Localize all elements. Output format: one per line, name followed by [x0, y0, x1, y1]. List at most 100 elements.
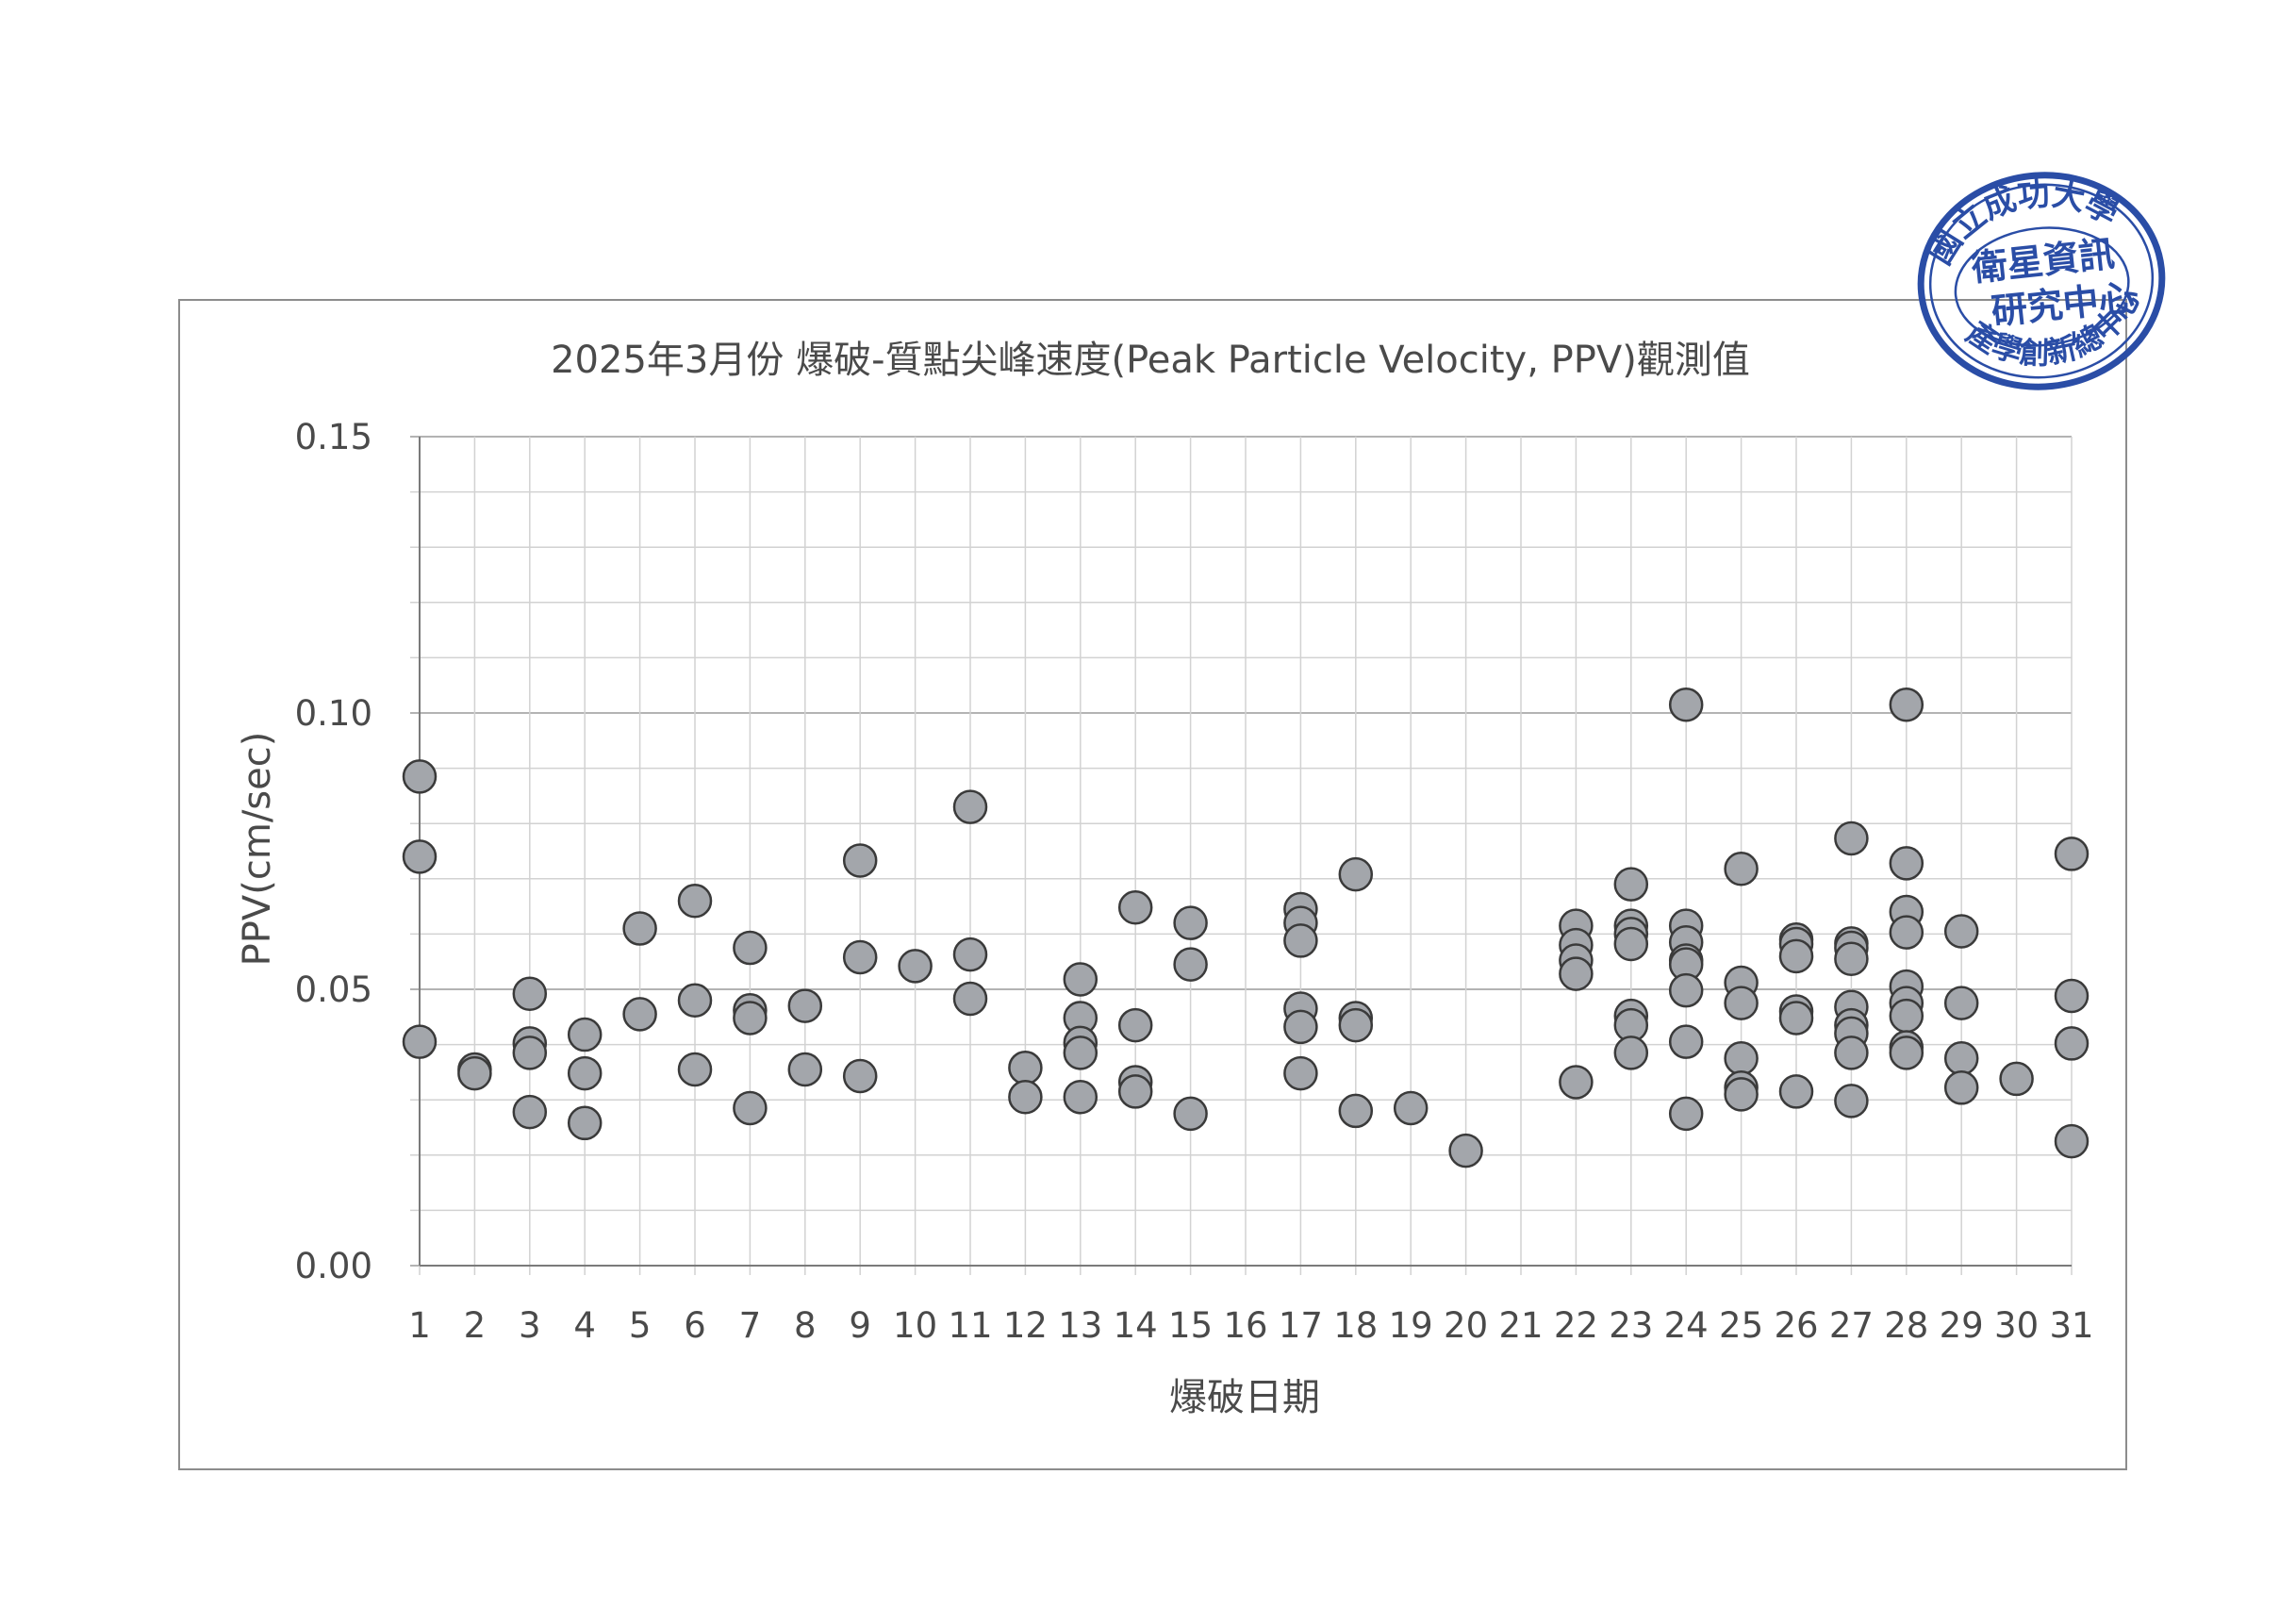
data-point [1724, 852, 1759, 887]
x-tick-label: 18 [1333, 1305, 1378, 1346]
data-point [512, 1036, 548, 1070]
x-tick-label: 11 [948, 1305, 992, 1346]
data-point [1834, 1036, 1869, 1070]
data-point [1724, 986, 1759, 1020]
data-point [1889, 915, 1924, 950]
x-tick-label: 29 [1940, 1305, 1984, 1346]
data-point [842, 939, 878, 975]
data-point [1338, 1093, 1374, 1129]
y-tick-label: 0.15 [295, 417, 372, 457]
data-point [1063, 1036, 1098, 1070]
data-point [1338, 1007, 1374, 1043]
data-point [1063, 1080, 1098, 1115]
x-tick-label: 17 [1279, 1305, 1323, 1346]
x-tick-label: 22 [1554, 1305, 1598, 1346]
x-tick-label: 10 [893, 1305, 937, 1346]
data-point [402, 839, 438, 874]
data-point [567, 1017, 603, 1052]
data-point [512, 976, 548, 1011]
data-point [842, 843, 878, 878]
data-point [1338, 856, 1374, 892]
data-point [1834, 941, 1869, 977]
x-tick-label: 28 [1884, 1305, 1928, 1346]
x-tick-label: 5 [629, 1305, 652, 1346]
data-point [677, 883, 713, 919]
data-point [567, 1105, 603, 1141]
data-point [733, 930, 768, 966]
data-point [787, 1052, 823, 1087]
data-point [2054, 978, 2090, 1014]
y-tick-label: 0.05 [295, 969, 372, 1010]
x-tick-label: 25 [1719, 1305, 1763, 1346]
data-point [898, 949, 933, 984]
data-point [952, 936, 988, 972]
data-point [1173, 1096, 1208, 1132]
data-point [952, 981, 988, 1017]
data-point [1448, 1133, 1483, 1168]
data-point [677, 1052, 713, 1087]
data-point [677, 983, 713, 1018]
data-point [1668, 972, 1704, 1008]
data-point [1889, 846, 1924, 881]
x-tick-label: 23 [1609, 1305, 1653, 1346]
x-tick-label: 14 [1114, 1305, 1158, 1346]
data-point [1283, 1055, 1318, 1091]
data-point [1008, 1050, 1043, 1085]
x-tick-label: 9 [849, 1305, 871, 1346]
data-point [2054, 837, 2090, 871]
data-point [2054, 1123, 2090, 1159]
y-tick-labels: 0.00 0.05 0.10 0.15 [295, 417, 372, 1286]
data-point [787, 988, 823, 1023]
x-tick-label: 8 [794, 1305, 817, 1346]
x-tick-label: 31 [2049, 1305, 2093, 1346]
data-point [1889, 687, 1924, 722]
x-tick-label: 7 [739, 1305, 762, 1346]
data-point [1778, 1074, 1814, 1109]
y-axis-label: PPV(cm/sec) [236, 732, 279, 967]
data-point [1943, 986, 1979, 1020]
data-point [1063, 962, 1098, 997]
data-point [1173, 905, 1208, 940]
data-point [1778, 1001, 1814, 1036]
data-point [1834, 820, 1869, 856]
data-point [1778, 938, 1814, 974]
x-axis-label: 爆破日期 [1169, 1376, 1320, 1419]
data-point [1724, 1077, 1759, 1112]
data-point [1393, 1090, 1429, 1126]
data-point [952, 789, 988, 824]
data-point [1724, 1041, 1759, 1076]
data-point [733, 1001, 768, 1036]
data-point [1668, 1024, 1704, 1059]
x-tick-label: 3 [519, 1305, 541, 1346]
data-point [842, 1058, 878, 1094]
data-point [1943, 914, 1979, 949]
data-point [1668, 687, 1704, 722]
data-point [402, 759, 438, 794]
data-point [457, 1055, 492, 1091]
x-tick-label: 19 [1389, 1305, 1433, 1346]
data-point [1283, 923, 1318, 958]
x-tick-label: 4 [573, 1305, 596, 1346]
x-tick-label: 26 [1774, 1305, 1818, 1346]
data-point [622, 997, 657, 1032]
y-tick-label: 0.00 [295, 1246, 372, 1286]
x-tick-labels: 1 2 3 4 5 6 7 8 9 10 11 12 13 14 15 16 17 18 19 20 21 22 23 24 2… [408, 1305, 2093, 1346]
y-tick-label: 0.10 [295, 693, 372, 734]
chart-frame [178, 299, 2127, 1470]
data-point [567, 1055, 603, 1091]
x-tick-label: 30 [1994, 1305, 2039, 1346]
x-tick-label: 27 [1829, 1305, 1874, 1346]
data-point [1889, 1036, 1924, 1070]
data-point [1613, 867, 1649, 902]
data-point [1008, 1080, 1043, 1115]
data-point [512, 1094, 548, 1130]
x-tick-label: 21 [1498, 1305, 1543, 1346]
data-point [1999, 1061, 2034, 1097]
x-tick-label: 15 [1168, 1305, 1213, 1346]
data-point [1173, 947, 1208, 982]
x-tick-label: 24 [1664, 1305, 1709, 1346]
data-point [1117, 890, 1153, 925]
data-point [2054, 1026, 2090, 1061]
x-tick-label: 12 [1003, 1305, 1048, 1346]
